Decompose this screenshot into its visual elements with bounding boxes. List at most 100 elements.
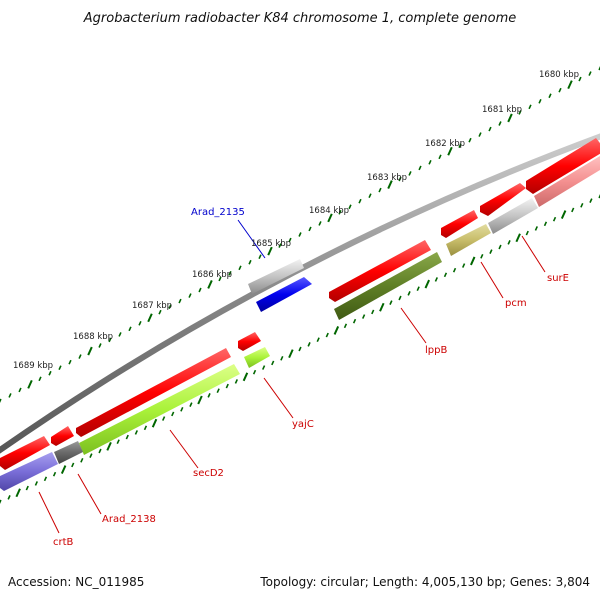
scale-minor-tick — [588, 71, 592, 76]
inner-minor-tick — [480, 253, 484, 259]
gene-surE[interactable] — [526, 138, 600, 194]
annot-lppB[interactable] — [334, 252, 442, 320]
scale-minor-tick — [168, 304, 172, 309]
scale-minor-tick — [578, 76, 582, 82]
gene-secD2[interactable] — [76, 348, 231, 437]
inner-major-tick — [197, 395, 203, 405]
scale-minor-tick — [128, 326, 132, 332]
inner-minor-tick — [80, 457, 84, 463]
scale-major-tick — [507, 113, 513, 123]
scale-minor-tick — [68, 359, 72, 365]
inner-minor-tick — [71, 462, 75, 468]
inner-minor-tick — [234, 379, 238, 384]
annot-pcm[interactable] — [488, 198, 538, 234]
inner-minor-tick — [207, 393, 211, 398]
inner-minor-tick — [362, 314, 366, 319]
inner-minor-tick — [316, 337, 320, 343]
annot-crtB[interactable] — [0, 452, 58, 491]
gene-lppB[interactable] — [329, 240, 431, 302]
scale-minor-tick — [38, 376, 42, 382]
gene-crtB[interactable] — [0, 436, 50, 470]
annot-surE[interactable] — [534, 156, 600, 207]
scale-minor-tick — [308, 226, 312, 232]
inner-minor-tick — [389, 300, 393, 305]
scale-minor-tick — [528, 104, 532, 110]
label-surE[interactable]: surE — [547, 273, 569, 284]
scale-minor-tick — [458, 143, 462, 149]
inner-minor-tick — [589, 198, 593, 203]
scale-minor-tick — [478, 132, 482, 137]
label-lppB[interactable]: lppB — [425, 345, 447, 356]
annot-yajC[interactable] — [244, 347, 270, 368]
scale-minor-tick — [238, 265, 242, 271]
scale-minor-tick — [538, 98, 542, 104]
label-arad-2135[interactable]: Arad_2135 — [191, 207, 245, 218]
label-crtB[interactable]: crtB — [53, 537, 74, 548]
inner-minor-tick — [580, 202, 584, 208]
inner-minor-tick — [271, 360, 275, 366]
scale-label-1688: 1688 kbp — [73, 332, 113, 342]
inner-minor-tick — [134, 430, 138, 435]
annot-arad-2138[interactable] — [54, 441, 83, 464]
scale-minor-tick — [48, 370, 52, 376]
scale-label-1683: 1683 kbp — [367, 173, 407, 183]
inner-minor-tick — [407, 291, 411, 296]
inner-minor-tick — [525, 230, 529, 236]
label-arad-2138[interactable]: Arad_2138 — [102, 514, 156, 525]
inner-minor-tick — [43, 476, 48, 482]
gene-pcm[interactable] — [480, 183, 526, 216]
scale-minor-tick — [138, 320, 142, 326]
inner-minor-tick — [371, 309, 375, 315]
scale-minor-tick — [288, 237, 292, 243]
inner-minor-tick — [89, 453, 93, 458]
inner-major-tick — [333, 326, 340, 335]
label-pcm[interactable]: pcm — [505, 298, 527, 309]
scale-minor-tick — [378, 187, 382, 193]
inner-major-tick — [15, 488, 21, 498]
scale-major-tick — [207, 280, 213, 289]
scale-minor-tick — [108, 337, 112, 343]
gene-cds-1682[interactable] — [441, 210, 478, 238]
inner-minor-tick — [443, 272, 448, 278]
callout-pcm — [480, 261, 504, 299]
callout-arad-2135 — [237, 219, 266, 259]
label-secD2[interactable]: secD2 — [193, 468, 224, 479]
scale-minor-tick — [198, 287, 202, 293]
forward-strand-track — [248, 259, 312, 312]
gene-arad-2135-silver[interactable] — [248, 259, 304, 294]
inner-minor-tick — [398, 295, 402, 301]
inner-minor-tick — [571, 207, 575, 213]
gene-yajC[interactable] — [238, 332, 261, 351]
scale-minor-tick — [178, 298, 182, 304]
inner-minor-tick — [262, 365, 266, 370]
inner-minor-tick — [98, 448, 102, 454]
scale-minor-tick — [338, 209, 342, 215]
inner-minor-tick — [434, 277, 438, 282]
annot-cds-1682[interactable] — [446, 224, 491, 256]
inner-minor-tick — [552, 216, 557, 222]
annot-secD2[interactable] — [79, 364, 240, 455]
gene-arad-2138[interactable] — [51, 426, 74, 446]
scale-label-1689: 1689 kbp — [13, 361, 53, 371]
callout-surE — [521, 235, 546, 273]
inner-major-tick — [379, 302, 385, 312]
scale-label-1681: 1681 kbp — [482, 105, 522, 115]
gene-arad-2135[interactable] — [256, 277, 312, 312]
inner-minor-tick — [116, 439, 120, 445]
inner-minor-tick — [534, 226, 538, 231]
inner-major-tick — [560, 210, 567, 219]
scale-label-1682: 1682 kbp — [425, 139, 465, 149]
scale-major-tick — [447, 146, 453, 156]
scale-minor-tick — [0, 398, 2, 403]
scale-major-tick — [87, 346, 93, 356]
inner-minor-tick — [7, 495, 11, 500]
scale-label-1686: 1686 kbp — [192, 270, 232, 280]
inner-major-tick — [106, 441, 112, 451]
callout-secD2 — [169, 429, 199, 469]
inner-minor-tick — [189, 402, 193, 407]
scale-minor-tick — [118, 332, 122, 337]
callout-arad-2138 — [77, 473, 102, 515]
inner-minor-tick — [225, 383, 229, 389]
label-yajC[interactable]: yajC — [292, 419, 314, 430]
